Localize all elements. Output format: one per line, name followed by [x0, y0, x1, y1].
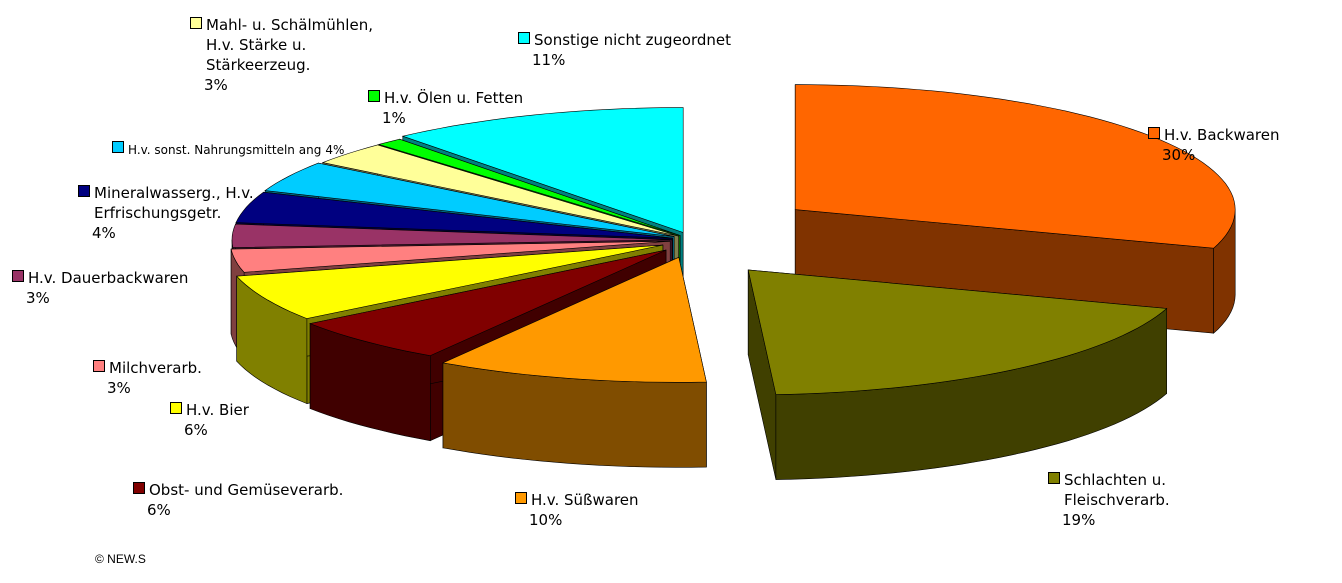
slice-name: Obst- und Gemüseverarb.: [149, 481, 344, 499]
slice: [321, 144, 679, 237]
slice: [747, 269, 1168, 395]
value-label: 3%: [26, 289, 50, 307]
slice: [401, 107, 684, 233]
legend-swatch: [518, 32, 530, 44]
value-label: 11%: [532, 51, 566, 69]
slice-name: Schlachten u. Fleischverarb.: [1064, 471, 1170, 509]
slice-label: H.v. sonst. Nahrungsmitteln ang 4%: [112, 140, 344, 160]
slice-label: Schlachten u. Fleischverarb. 19%: [1048, 470, 1170, 530]
slice-name: H.v. Bier: [186, 401, 249, 419]
slice-label: H.v. Süßwaren 10%: [515, 490, 639, 530]
legend-swatch: [190, 17, 202, 29]
legend-swatch: [1048, 472, 1060, 484]
slice: [309, 249, 667, 357]
slice-name: Mineralwasserg., H.v. Erfrischungsgetr.: [94, 184, 254, 222]
slice-name: Milchverarb.: [109, 359, 202, 377]
legend-swatch: [12, 270, 24, 282]
slice-label: H.v. Dauerbackwaren 3%: [12, 268, 188, 308]
legend-swatch: [112, 141, 124, 153]
slice-name: Sonstige nicht zugeordnet: [534, 31, 732, 49]
value-label: 3%: [204, 76, 228, 94]
legend-swatch: [170, 402, 182, 414]
slice-name: Mahl- u. Schälmühlen, H.v. Stärke u. Stä…: [206, 16, 373, 74]
value-label: 1%: [382, 109, 406, 127]
slice: [264, 162, 675, 237]
value-label: 10%: [529, 511, 563, 529]
slice-label: Milchverarb. 3%: [93, 358, 202, 398]
slice-label: Sonstige nicht zugeordnet 11%: [518, 30, 731, 70]
value-label: 4%: [325, 143, 345, 157]
value-label: 30%: [1162, 146, 1196, 164]
value-label: 6%: [184, 421, 208, 439]
legend-swatch: [368, 90, 380, 102]
legend-swatch: [133, 482, 145, 494]
legend-swatch: [515, 492, 527, 504]
slice: [441, 256, 707, 383]
slice-label: Mineralwasserg., H.v. Erfrischungsgetr. 4…: [78, 183, 254, 243]
legend-swatch: [93, 360, 105, 372]
value-label: 3%: [107, 379, 131, 397]
legend-swatch: [78, 185, 90, 197]
slice-name: H.v. sonst. Nahrungsmitteln ang: [128, 143, 322, 157]
slice-name: H.v. Süßwaren: [531, 491, 639, 509]
value-label: 19%: [1062, 511, 1096, 529]
slice-label: H.v. Backwaren 30%: [1148, 125, 1279, 165]
slice-label: H.v. Bier 6%: [170, 400, 249, 440]
slice-label: Mahl- u. Schälmühlen, H.v. Stärke u. Stä…: [190, 15, 373, 95]
value-label: 4%: [92, 224, 116, 242]
slice: [230, 240, 671, 273]
slice: [235, 191, 673, 239]
legend-swatch: [1148, 127, 1160, 139]
value-label: 6%: [147, 501, 171, 519]
footer: © NEW.S: [95, 552, 146, 566]
slice-label: H.v. Ölen u. Fetten 1%: [368, 88, 523, 128]
slice: [377, 138, 681, 236]
slice-name: H.v. Backwaren: [1164, 126, 1280, 144]
slice: [236, 244, 663, 319]
slice-label: Obst- und Gemüseverarb. 6%: [133, 480, 343, 520]
slice-name: H.v. Ölen u. Fetten: [384, 89, 524, 107]
slice-name: H.v. Dauerbackwaren: [28, 269, 189, 287]
slice: [231, 223, 673, 248]
